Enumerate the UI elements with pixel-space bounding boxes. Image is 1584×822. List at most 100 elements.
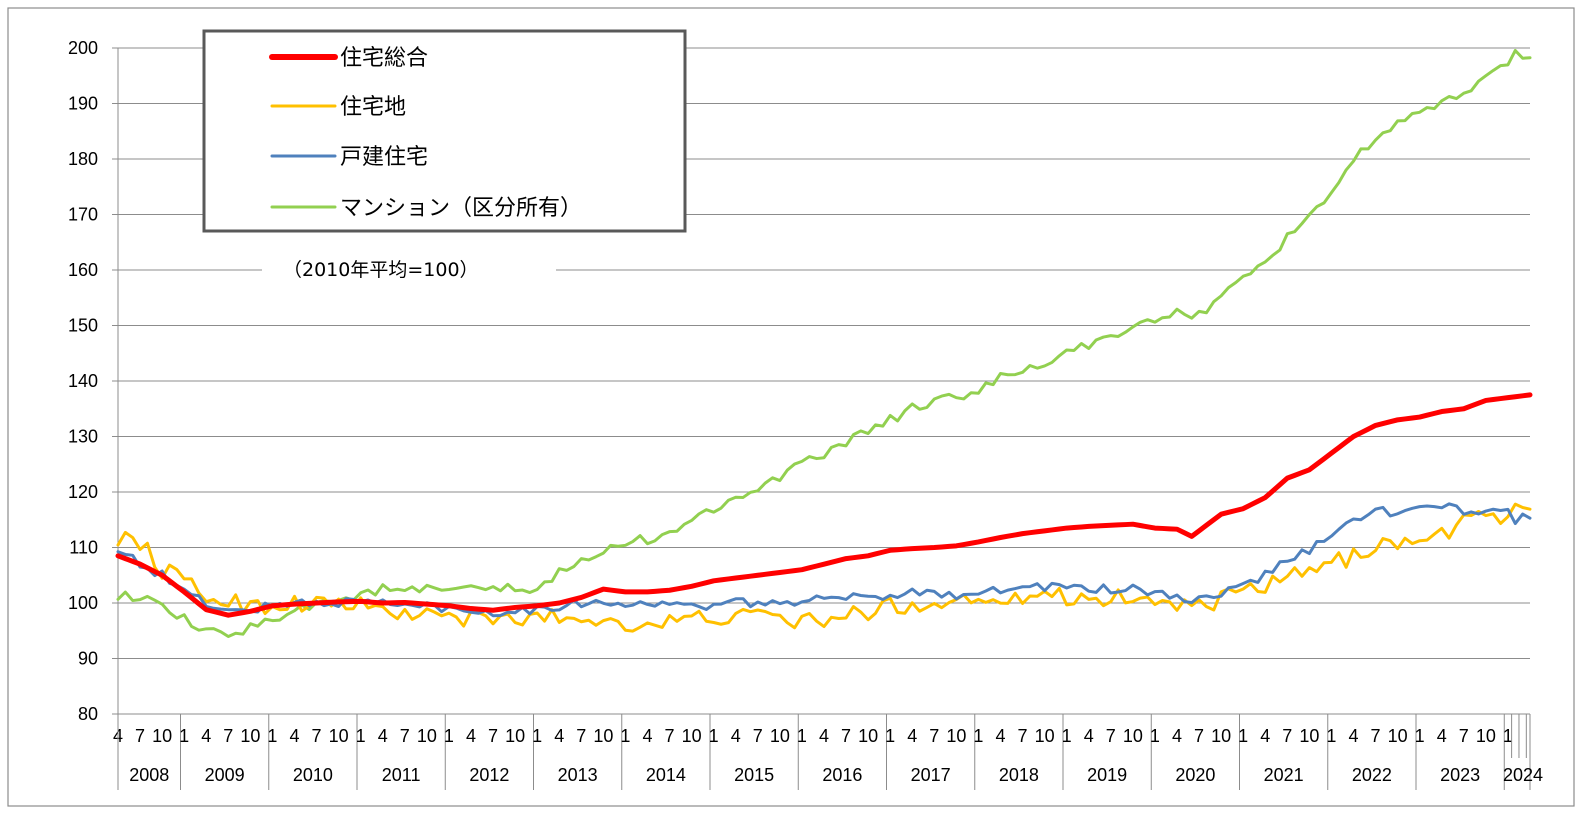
month-label-2022-4: 4: [1348, 726, 1358, 746]
month-label-2010-10: 10: [329, 726, 349, 746]
month-label-2017-10: 10: [946, 726, 966, 746]
month-label-2009-1: 1: [179, 726, 189, 746]
series-line-1: [116, 502, 1532, 633]
month-label-2016-1: 1: [797, 726, 807, 746]
month-label-2021-1: 1: [1238, 726, 1248, 746]
year-label-2018: 2018: [999, 765, 1039, 785]
year-label-2016: 2016: [822, 765, 862, 785]
y-tick-label-140: 140: [68, 371, 98, 391]
year-label-2023: 2023: [1440, 765, 1480, 785]
month-label-2013-1: 1: [532, 726, 542, 746]
month-label-2011-4: 4: [378, 726, 388, 746]
legend-label-1: 住宅地: [340, 95, 406, 120]
month-label-2011-1: 1: [356, 726, 366, 746]
y-tick-label-120: 120: [68, 482, 98, 502]
y-tick-label-160: 160: [68, 260, 98, 280]
month-label-2013-4: 4: [554, 726, 564, 746]
month-label-2010-4: 4: [289, 726, 299, 746]
month-label-2015-10: 10: [770, 726, 790, 746]
y-tick-label-180: 180: [68, 149, 98, 169]
month-label-2022-7: 7: [1371, 726, 1381, 746]
year-label-2008: 2008: [129, 765, 169, 785]
month-label-2023-4: 4: [1437, 726, 1447, 746]
month-label-2012-7: 7: [488, 726, 498, 746]
month-label-2018-10: 10: [1035, 726, 1055, 746]
y-tick-label-100: 100: [68, 593, 98, 613]
year-label-2012: 2012: [469, 765, 509, 785]
month-label-2009-4: 4: [201, 726, 211, 746]
month-label-2019-4: 4: [1084, 726, 1094, 746]
month-label-2024-1: 1: [1503, 726, 1513, 746]
y-tick-label-90: 90: [78, 649, 98, 669]
month-label-2015-4: 4: [731, 726, 741, 746]
legend-label-0: 住宅総合: [340, 46, 428, 71]
series-lines: [115, 48, 1533, 639]
year-label-2015: 2015: [734, 765, 774, 785]
year-label-2019: 2019: [1087, 765, 1127, 785]
y-tick-label-110: 110: [69, 538, 98, 558]
month-label-2023-7: 7: [1459, 726, 1469, 746]
year-label-2017: 2017: [911, 765, 951, 785]
month-label-2012-10: 10: [505, 726, 525, 746]
month-label-2011-7: 7: [400, 726, 410, 746]
month-label-2018-7: 7: [1018, 726, 1028, 746]
month-label-2018-4: 4: [995, 726, 1005, 746]
year-label-2014: 2014: [646, 765, 686, 785]
month-label-2014-4: 4: [642, 726, 652, 746]
series-line-0: [115, 392, 1533, 618]
month-label-2009-7: 7: [223, 726, 233, 746]
legend-label-2: 戸建住宅: [340, 145, 428, 170]
month-label-2023-10: 10: [1476, 726, 1496, 746]
month-label-2012-1: 1: [444, 726, 454, 746]
month-label-2014-1: 1: [620, 726, 630, 746]
month-label-2008-10: 10: [152, 726, 172, 746]
year-label-2021: 2021: [1264, 765, 1304, 785]
month-label-2014-7: 7: [665, 726, 675, 746]
month-label-2022-10: 10: [1388, 726, 1408, 746]
month-label-2019-1: 1: [1062, 726, 1072, 746]
month-label-2008-7: 7: [135, 726, 145, 746]
month-label-2020-4: 4: [1172, 726, 1182, 746]
month-label-2016-10: 10: [858, 726, 878, 746]
month-label-2010-7: 7: [312, 726, 322, 746]
month-label-2017-1: 1: [885, 726, 895, 746]
y-tick-label-170: 170: [68, 205, 98, 225]
legend-box: [202, 29, 687, 233]
year-label-2013: 2013: [558, 765, 598, 785]
month-label-2022-1: 1: [1326, 726, 1336, 746]
month-label-2015-7: 7: [753, 726, 763, 746]
month-label-2013-7: 7: [576, 726, 586, 746]
legend-label-3: マンション（区分所有）: [340, 196, 582, 221]
month-label-2011-10: 10: [417, 726, 437, 746]
month-label-2015-1: 1: [709, 726, 719, 746]
y-tick-label-80: 80: [78, 704, 98, 724]
y-tick-label-150: 150: [68, 316, 98, 336]
month-label-2020-7: 7: [1194, 726, 1204, 746]
month-label-2012-4: 4: [466, 726, 476, 746]
year-label-2020: 2020: [1175, 765, 1215, 785]
y-tick-label-190: 190: [68, 94, 98, 114]
month-label-2023-1: 1: [1415, 726, 1425, 746]
y-tick-label-200: 200: [68, 38, 98, 58]
month-label-2016-4: 4: [819, 726, 829, 746]
month-label-2019-7: 7: [1106, 726, 1116, 746]
month-label-2016-7: 7: [841, 726, 851, 746]
base-note: （2010年平均=100）: [283, 259, 479, 281]
year-label-2010: 2010: [293, 765, 333, 785]
month-label-2018-1: 1: [973, 726, 983, 746]
month-label-2010-1: 1: [267, 726, 277, 746]
year-label-2022: 2022: [1352, 765, 1392, 785]
month-label-2021-10: 10: [1299, 726, 1319, 746]
month-label-2020-1: 1: [1150, 726, 1160, 746]
y-tick-label-130: 130: [68, 427, 98, 447]
month-label-2021-4: 4: [1260, 726, 1270, 746]
year-label-2024: 2024: [1503, 765, 1543, 785]
month-label-2021-7: 7: [1282, 726, 1292, 746]
month-label-2013-10: 10: [593, 726, 613, 746]
month-label-2017-7: 7: [929, 726, 939, 746]
month-label-2020-10: 10: [1211, 726, 1231, 746]
